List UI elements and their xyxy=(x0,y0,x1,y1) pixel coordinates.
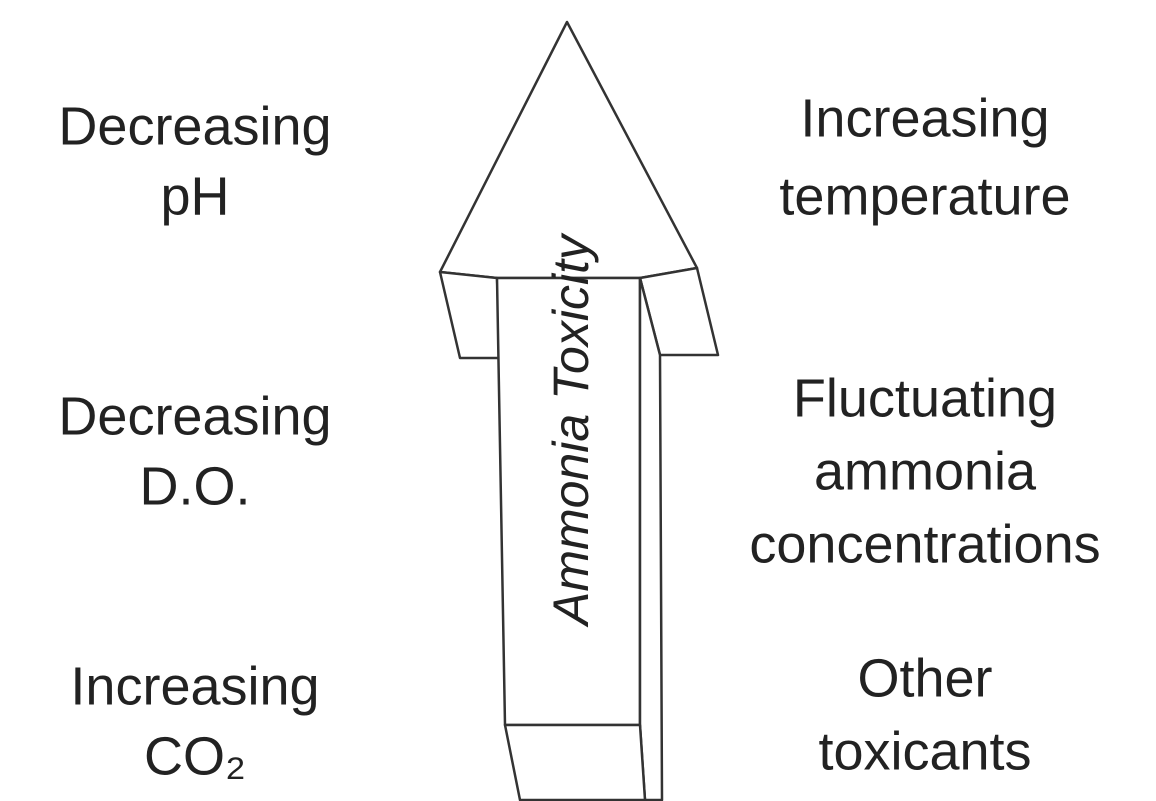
right-factor-line: ammonia xyxy=(814,441,1037,501)
right-factor-line: toxicants xyxy=(818,721,1031,781)
right-factor-line: concentrations xyxy=(749,514,1100,574)
left-factor-line: Increasing xyxy=(70,656,319,716)
right-factor-line: Increasing xyxy=(800,88,1049,148)
arrow-shaft-side xyxy=(638,276,664,801)
arrow-shaft-bottom xyxy=(503,723,647,801)
arrow-left-flap xyxy=(438,270,502,360)
left-factor-line: Decreasing xyxy=(58,386,331,446)
right-factor-line: temperature xyxy=(779,166,1070,226)
right-factor-line: Other xyxy=(857,648,992,708)
left-factor-line: Decreasing xyxy=(58,96,331,156)
left-factor-line: D.O. xyxy=(139,456,250,516)
left-factor-line: pH xyxy=(160,166,229,226)
arrow-label: Ammonia Toxicity xyxy=(543,232,599,628)
left-factor-line: CO₂ xyxy=(144,726,246,786)
right-factor-line: Fluctuating xyxy=(793,368,1057,428)
